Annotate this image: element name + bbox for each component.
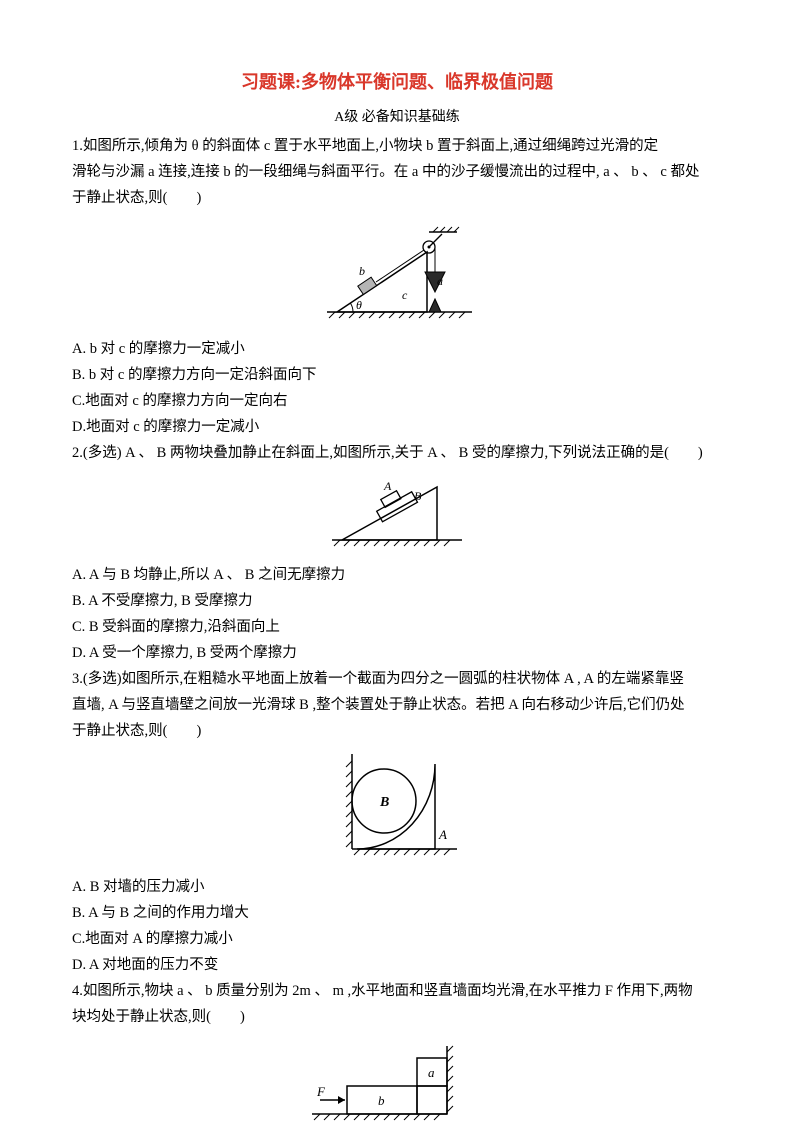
q3-stem-line2: 直墙, A 与竖直墙壁之间放一光滑球 B ,整个装置处于静止状态。若把 A 向右… <box>72 694 722 718</box>
B-label-2: B <box>414 489 422 503</box>
q3-figure: A B <box>72 749 722 868</box>
b-label: b <box>359 264 365 278</box>
q1-optC: C.地面对 c 的摩擦力方向一定向右 <box>72 390 722 414</box>
b-label-4: b <box>378 1093 385 1108</box>
F-label: F <box>316 1084 326 1099</box>
q1-optB: B. b 对 c 的摩擦力方向一定沿斜面向下 <box>72 364 722 388</box>
q2-optD: D. A 受一个摩擦力, B 受两个摩擦力 <box>72 642 722 666</box>
a-label-4: a <box>428 1065 435 1080</box>
c-label: c <box>402 288 408 302</box>
q4-figure: b a F <box>72 1036 722 1135</box>
q3-stem-line1: 3.(多选)如图所示,在粗糙水平地面上放着一个截面为四分之一圆弧的柱状物体 A … <box>72 668 722 692</box>
q1-stem-line1: 1.如图所示,倾角为 θ 的斜面体 c 置于水平地面上,小物块 b 置于斜面上,… <box>72 135 722 159</box>
q1-stem-line2: 滑轮与沙漏 a 连接,连接 b 的一段细绳与斜面平行。在 a 中的沙子缓慢流出的… <box>72 161 722 185</box>
q2-optC: C. B 受斜面的摩擦力,沿斜面向上 <box>72 616 722 640</box>
q2-optB: B. A 不受摩擦力, B 受摩擦力 <box>72 590 722 614</box>
q1-stem-line3: 于静止状态,则( ) <box>72 187 722 211</box>
q2-optA: A. A 与 B 均静止,所以 A 、 B 之间无摩擦力 <box>72 564 722 588</box>
q1-optA: A. b 对 c 的摩擦力一定减小 <box>72 338 722 362</box>
page-title: 习题课:多物体平衡问题、临界极值问题 <box>72 68 722 98</box>
q3-optD: D. A 对地面的压力不变 <box>72 954 722 978</box>
q3-optB: B. A 与 B 之间的作用力增大 <box>72 902 722 926</box>
q3-optA: A. B 对墙的压力减小 <box>72 876 722 900</box>
q2-figure: A B <box>72 472 722 556</box>
subtitle: A级 必备知识基础练 <box>72 106 722 129</box>
q2-stem: 2.(多选) A 、 B 两物块叠加静止在斜面上,如图所示,关于 A 、 B 受… <box>72 442 722 466</box>
A-label-3: A <box>438 827 447 842</box>
q1-figure: θ c b a <box>72 217 722 331</box>
q4-stem-line1: 4.如图所示,物块 a 、 b 质量分别为 2m 、 m ,水平地面和竖直墙面均… <box>72 980 722 1004</box>
q1-optD: D.地面对 c 的摩擦力一定减小 <box>72 416 722 440</box>
A-label-2: A <box>383 479 392 493</box>
q3-optC: C.地面对 A 的摩擦力减小 <box>72 928 722 952</box>
B-label-3: B <box>379 795 389 810</box>
theta-label: θ <box>356 298 362 312</box>
q4-stem-line2: 块均处于静止状态,则( ) <box>72 1006 722 1030</box>
q3-stem-line3: 于静止状态,则( ) <box>72 720 722 744</box>
a-label: a <box>437 274 443 288</box>
